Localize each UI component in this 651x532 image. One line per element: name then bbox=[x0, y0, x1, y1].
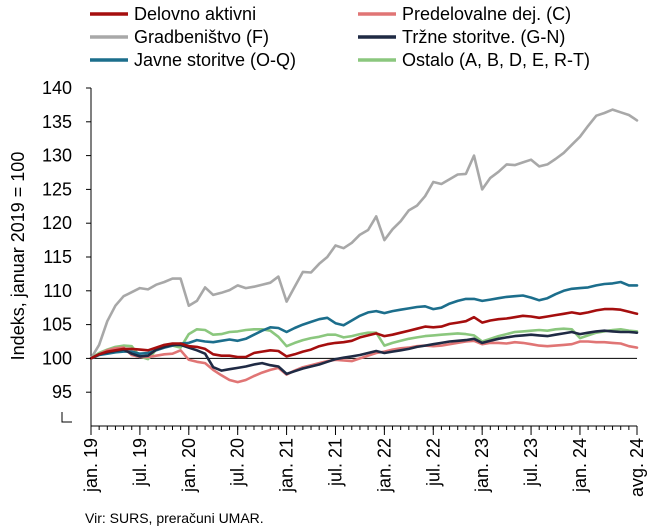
legend-label: Delovno aktivni bbox=[134, 4, 256, 24]
series-line-3 bbox=[89, 329, 639, 376]
legend-label: Predelovalne dej. (C) bbox=[402, 4, 571, 24]
y-tick-label: 105 bbox=[42, 315, 72, 335]
x-tick-label: jan. 22 bbox=[374, 438, 394, 493]
x-axis: jan. 19 jul. 19 jan. 20 jul. 20 jan. 21 jul. … bbox=[81, 426, 647, 497]
series-line-2 bbox=[89, 108, 639, 360]
x-tick-label: jul. 22 bbox=[423, 438, 443, 487]
y-tick-label: 140 bbox=[42, 78, 72, 98]
x-tick-label: jul. 21 bbox=[325, 438, 345, 487]
series-group bbox=[89, 108, 639, 384]
legend-label: Gradbeništvo (F) bbox=[134, 27, 269, 47]
y-tick-label: 135 bbox=[42, 112, 72, 132]
x-tick-label: jul. 20 bbox=[228, 438, 248, 487]
legend-item: Ostalo (A, B, D, E, R-T) bbox=[358, 50, 590, 70]
legend-label: Ostalo (A, B, D, E, R-T) bbox=[402, 50, 590, 70]
y-tick-label: 95 bbox=[52, 382, 72, 402]
y-tick-label: 130 bbox=[42, 146, 72, 166]
legend-label: Tržne storitve. (G-N) bbox=[402, 27, 565, 47]
legend-label: Javne storitve (O-Q) bbox=[134, 50, 296, 70]
y-axis: 95 100 105 110 115 120 125 130 135 140 bbox=[42, 78, 91, 423]
x-tick-label: avg. 24 bbox=[627, 438, 647, 497]
series-line-0 bbox=[89, 307, 639, 360]
legend-item: Javne storitve (O-Q) bbox=[90, 50, 296, 70]
y-tick-label: 100 bbox=[42, 348, 72, 368]
source-note: Vir: SURS, preračuni UMAR. bbox=[85, 510, 264, 526]
y-tick-label: 120 bbox=[42, 213, 72, 233]
x-tick-label: jan. 24 bbox=[570, 438, 590, 493]
x-tick-label: jul. 23 bbox=[521, 438, 541, 487]
legend-item: Predelovalne dej. (C) bbox=[358, 4, 571, 24]
plot-area bbox=[90, 88, 637, 427]
x-tick-label: jul. 19 bbox=[130, 438, 150, 487]
legend: Delovno aktivni Predelovalne dej. (C) Grad… bbox=[90, 4, 590, 70]
legend-item: Gradbeništvo (F) bbox=[90, 27, 269, 47]
y-tick-label: 110 bbox=[43, 281, 72, 301]
x-tick-label: jan. 21 bbox=[277, 438, 297, 493]
y-tick-label: 115 bbox=[43, 247, 72, 267]
x-tick-label: jan. 19 bbox=[81, 438, 101, 493]
x-tick-label: jan. 23 bbox=[472, 438, 492, 493]
legend-item: Delovno aktivni bbox=[90, 4, 256, 24]
axis-break-icon bbox=[61, 412, 72, 423]
y-tick-label: 125 bbox=[42, 179, 72, 199]
legend-item: Tržne storitve. (G-N) bbox=[358, 27, 565, 47]
y-axis-label: Indeks, januar 2019 = 100 bbox=[8, 152, 28, 361]
x-tick-label: jan. 20 bbox=[179, 438, 199, 493]
series-line-1 bbox=[89, 339, 639, 384]
